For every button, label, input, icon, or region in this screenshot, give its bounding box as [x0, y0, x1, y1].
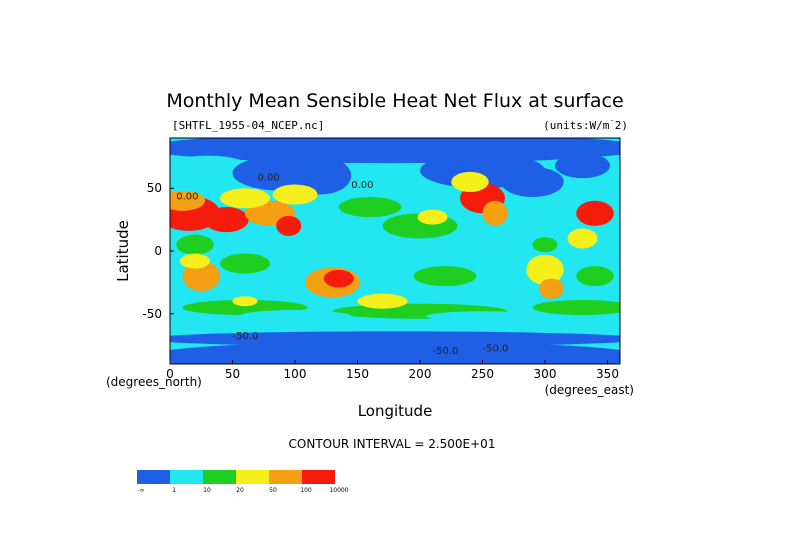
field-region [413, 266, 477, 287]
legend-swatch [236, 470, 269, 484]
field-region [272, 184, 318, 205]
field-region [238, 310, 352, 323]
field-region [451, 171, 489, 192]
field-region [532, 299, 620, 316]
file-label: [SHTFL_1955-04_NCEP.nc] [172, 119, 324, 132]
field-region [538, 278, 564, 299]
x-tick-label: 350 [596, 367, 619, 381]
field-region [232, 296, 258, 307]
x-axis-label: Longitude [358, 402, 433, 420]
field-region [532, 237, 558, 253]
y-axis-label: Latitude [114, 220, 132, 282]
legend-swatch [137, 470, 170, 484]
field-region [567, 228, 598, 249]
units-label: (units:W/m⁻2) [543, 118, 628, 132]
y-unit-label: (degrees_north) [106, 375, 202, 389]
x-tick-label: 150 [346, 367, 369, 381]
field-region [323, 269, 354, 288]
x-tick-label: 250 [471, 367, 494, 381]
field-region [426, 311, 539, 322]
contour-label: 0.00 [351, 180, 373, 191]
y-tick-label: 0 [154, 244, 162, 258]
field-region [276, 215, 302, 236]
field-region [176, 234, 214, 255]
field-region [170, 190, 205, 211]
legend-swatch [170, 470, 203, 484]
field-region [555, 153, 610, 179]
field-region [576, 200, 614, 226]
legend-bin-label: 20 [236, 487, 244, 494]
contour-label: -50.0 [433, 346, 459, 357]
field-region [180, 253, 210, 269]
legend-bin-label: -∞ [137, 487, 144, 494]
legend-bin-label: 10 [203, 487, 211, 494]
legend-bin-label: 10000 [329, 487, 348, 494]
field-region [203, 207, 249, 233]
field-region [182, 261, 220, 292]
field-region [357, 293, 408, 309]
field-region [288, 156, 352, 195]
y-tick-label: 50 [147, 181, 162, 195]
legend-bin-label: 50 [269, 487, 277, 494]
legend-bin-label: 1 [172, 487, 176, 494]
x-tick-label: 50 [225, 367, 240, 381]
field-region [417, 209, 448, 225]
legend-bin-label: 100 [300, 487, 312, 494]
field-region [576, 266, 614, 287]
field-region [501, 166, 564, 198]
legend-swatch [269, 470, 302, 484]
contour-label: -50.0 [483, 343, 509, 354]
x-tick-label: 0 [166, 367, 174, 381]
legend-swatch [302, 470, 335, 484]
legend-swatch [203, 470, 236, 484]
chart-title: Monthly Mean Sensible Heat Net Flux at s… [166, 90, 623, 112]
contour-label: -50.0 [233, 331, 259, 342]
color-legend: -∞ 1 10 20 50 100 10000 [137, 470, 349, 494]
field-region [170, 341, 620, 364]
x-unit-label: (degrees_east) [545, 383, 634, 397]
field-region [526, 254, 564, 285]
field-region [482, 200, 508, 226]
contour-interval: CONTOUR INTERVAL = 2.500E+01 [289, 437, 496, 451]
contour-label: 0.00 [258, 173, 280, 184]
x-tick-label: 100 [284, 367, 307, 381]
y-tick-label: -50 [142, 307, 162, 321]
field-region [220, 253, 270, 274]
x-tick-label: 300 [534, 367, 557, 381]
x-tick-label: 200 [409, 367, 432, 381]
contour-label: 0.00 [176, 192, 198, 203]
map-field [170, 138, 620, 364]
field-region [170, 331, 620, 347]
field-region [220, 188, 270, 209]
field-region [338, 197, 402, 218]
